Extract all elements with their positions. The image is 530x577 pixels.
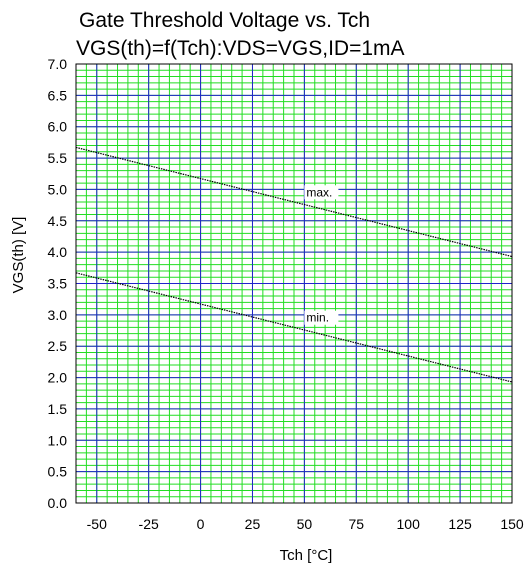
series-annotation: min.	[304, 310, 339, 325]
annotation-bg	[304, 310, 339, 325]
y-tick-label: 1.0	[48, 432, 68, 448]
annotation-bg	[304, 185, 339, 200]
x-tick-label: 0	[197, 516, 205, 532]
y-tick-label: 2.5	[48, 338, 68, 354]
y-tick-label: 5.5	[48, 150, 68, 166]
x-tick-label: 150	[500, 516, 524, 532]
chart-title: Gate Threshold Voltage vs. Tch	[79, 9, 370, 32]
annotation-label: max.	[306, 185, 332, 199]
plot-frame	[75, 63, 513, 504]
y-tick-label: 3.5	[48, 276, 68, 292]
x-axis-label: Tch [°C]	[280, 547, 333, 564]
x-tick-label: 100	[397, 516, 421, 532]
annotation-layer: max. min.	[304, 185, 339, 325]
x-tick-label: 50	[297, 516, 313, 532]
y-tick-label: 7.0	[48, 56, 68, 72]
y-axis-label: VGS(th) [V]	[10, 217, 27, 294]
y-tick-label: 4.5	[48, 213, 68, 229]
annotation-label: min.	[306, 311, 329, 325]
y-tick-label: 3.0	[48, 307, 68, 323]
series-annotation: max.	[304, 185, 339, 200]
y-tick-label: 2.0	[48, 370, 68, 386]
y-tick-label: 0.0	[48, 495, 68, 511]
y-tick-label: 1.5	[48, 401, 68, 417]
x-tick-label: 75	[348, 516, 364, 532]
y-tick-label: 0.5	[48, 464, 68, 480]
y-tick-label: 6.0	[48, 119, 68, 135]
x-tick-label: 125	[448, 516, 472, 532]
chart-subtitle: VGS(th)=f(Tch):VDS=VGS,ID=1mA	[76, 37, 405, 60]
x-tick-label: -50	[87, 516, 107, 532]
x-tick-labels: -50 -25 0 25 50 75 100 125 150	[87, 516, 524, 532]
y-tick-labels: 0.0 0.5 1.0 1.5 2.0 2.5 3.0 3.5 4.0 4.5 5.0 5.5 6.0 6…	[48, 56, 68, 511]
x-tick-label: 25	[245, 516, 261, 532]
x-tick-label: -25	[139, 516, 159, 532]
y-tick-label: 6.5	[48, 87, 68, 103]
y-tick-label: 4.0	[48, 244, 68, 260]
y-tick-label: 5.0	[48, 181, 68, 197]
